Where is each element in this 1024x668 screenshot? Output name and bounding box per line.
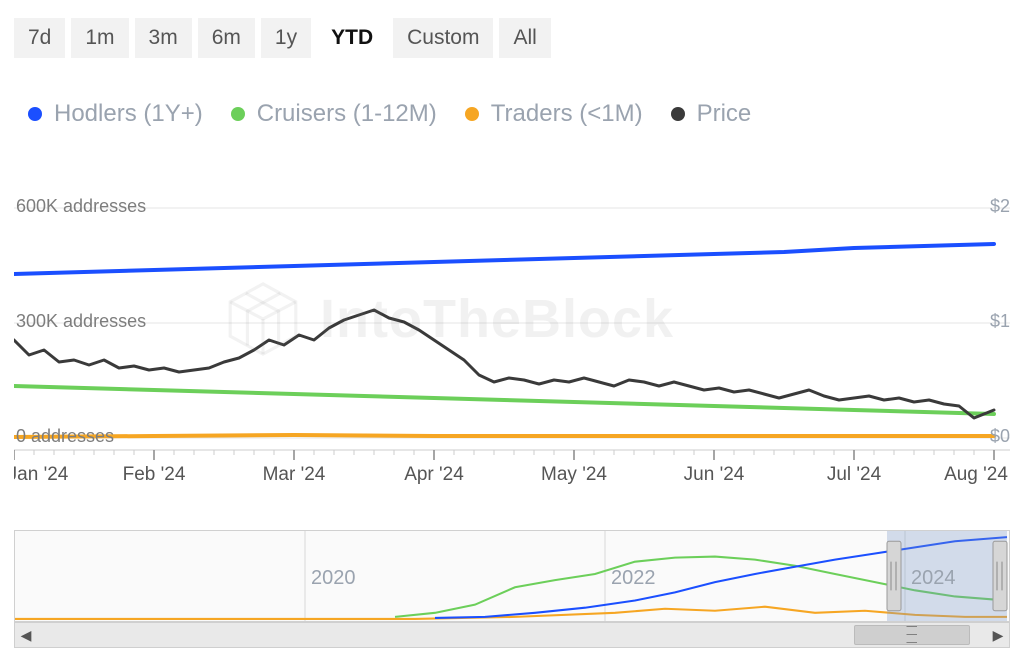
legend-dot-icon <box>465 107 479 121</box>
time-range-tabs: 7d1m3m6m1yYTDCustomAll <box>14 18 551 58</box>
legend-item[interactable]: Hodlers (1Y+) <box>28 100 203 128</box>
range-tab-7d[interactable]: 7d <box>14 18 65 58</box>
y-left-tick-label: 600K addresses <box>16 196 146 217</box>
range-tab-1m[interactable]: 1m <box>71 18 128 58</box>
range-tab-3m[interactable]: 3m <box>135 18 192 58</box>
y-left-tick-label: 300K addresses <box>16 311 146 332</box>
svg-text:May '24: May '24 <box>541 464 607 485</box>
legend-label: Cruisers (1-12M) <box>257 100 437 128</box>
scroll-right-arrow-icon[interactable]: ▶ <box>987 624 1009 646</box>
legend-dot-icon <box>28 107 42 121</box>
legend-label: Traders (<1M) <box>491 100 643 128</box>
y-right-tick-label: $0 <box>990 426 1010 447</box>
scroll-left-arrow-icon[interactable]: ◀ <box>15 624 37 646</box>
scroll-thumb[interactable]: | | | <box>854 625 970 645</box>
chart-legend: Hodlers (1Y+) Cruisers (1-12M) Traders (<1… <box>28 100 751 128</box>
y-right-tick-label: $2 <box>990 196 1010 217</box>
svg-text:Apr '24: Apr '24 <box>404 464 464 485</box>
y-right-tick-label: $1 <box>990 311 1010 332</box>
navigator-year-label: 2020 <box>311 567 356 590</box>
range-tab-ytd[interactable]: YTD <box>317 18 387 58</box>
range-tab-1y[interactable]: 1y <box>261 18 311 58</box>
legend-item[interactable]: Traders (<1M) <box>465 100 643 128</box>
svg-text:Feb '24: Feb '24 <box>123 464 186 485</box>
navigator-year-label: 2024 <box>911 567 956 590</box>
y-left-tick-label: 0 addresses <box>16 426 114 447</box>
svg-text:Jan '24: Jan '24 <box>14 464 69 485</box>
svg-text:Aug '24: Aug '24 <box>944 464 1008 485</box>
scroll-thumb-grip-icon: | | | <box>906 625 918 645</box>
legend-label: Hodlers (1Y+) <box>54 100 203 128</box>
range-tab-custom[interactable]: Custom <box>393 18 493 58</box>
legend-item[interactable]: Price <box>671 100 752 128</box>
navigator-scrollbar[interactable]: ◀ | | | ▶ <box>14 622 1010 648</box>
legend-label: Price <box>697 100 752 128</box>
main-chart-svg[interactable]: Jan '24 Feb '24 Mar '24 Apr '24 May '24 Jun '… <box>14 190 1010 490</box>
scroll-track[interactable]: | | | <box>37 623 987 647</box>
legend-dot-icon <box>671 107 685 121</box>
svg-text:Jul '24: Jul '24 <box>827 464 882 485</box>
navigator-year-label: 2022 <box>611 567 656 590</box>
navigator-panel[interactable]: 2020 2022 2024 <box>14 530 1010 622</box>
navigator-svg[interactable] <box>15 531 1009 621</box>
svg-text:Jun '24: Jun '24 <box>684 464 745 485</box>
svg-text:Mar '24: Mar '24 <box>263 464 326 485</box>
legend-dot-icon <box>231 107 245 121</box>
range-tab-all[interactable]: All <box>499 18 550 58</box>
legend-item[interactable]: Cruisers (1-12M) <box>231 100 437 128</box>
range-tab-6m[interactable]: 6m <box>198 18 255 58</box>
main-chart-panel: IntoTheBlock 600K addresses300K addresse… <box>14 190 1010 490</box>
